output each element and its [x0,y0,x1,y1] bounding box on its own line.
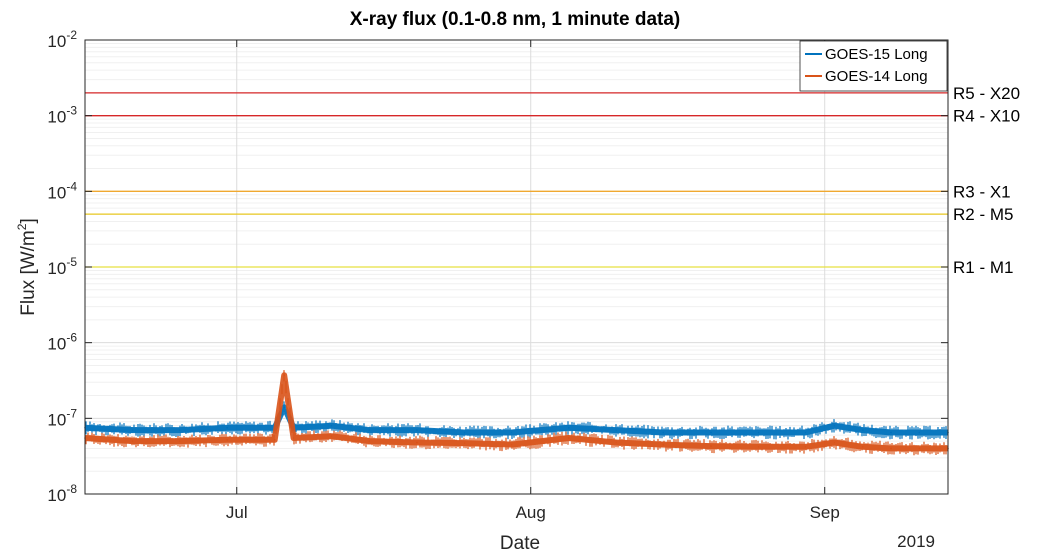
x-tick-label: Aug [516,503,546,522]
threshold-label: R5 - X20 [953,84,1020,103]
y-tick-label-exp: -3 [66,104,77,118]
series-point [283,406,286,409]
series-point [710,431,712,434]
threshold-label: R1 - M1 [953,258,1013,277]
y-tick-label-base: 10 [47,108,66,127]
series-point [890,447,892,450]
y-tick-label-base: 10 [47,183,66,202]
series-point [757,431,760,434]
legend-label: GOES-15 Long [825,46,928,63]
y-tick-label-exp: -8 [66,482,77,496]
y-tick-label: 10-6 [47,331,77,354]
y-axis-label-close: ] [18,218,39,223]
series-point [330,424,333,427]
series-point [710,445,712,447]
y-tick-label-base: 10 [47,486,66,505]
series-point [918,447,921,450]
y-axis-label-base: Flux [W/m [18,230,39,316]
y-tick-label-exp: -2 [66,28,77,42]
series-point [511,443,513,446]
series-point [861,429,864,431]
series-line [85,370,947,456]
series-point [226,439,229,441]
series-group [84,370,949,456]
series-point [330,435,333,438]
x-tick-label: Jul [226,503,248,522]
y-tick-label-base: 10 [47,32,66,51]
y-tick-label: 10-2 [47,28,77,51]
threshold-lines: R5 - X20 R4 - X10 R3 - X1 R2 - M5 R1 - M1 [85,84,1020,277]
series-point [273,439,276,441]
series-point [292,437,295,439]
y-tick-label: 10-4 [47,179,77,202]
y-tick-label: 10-5 [47,255,77,278]
series-point [662,443,665,446]
series-point [463,442,466,444]
series-point [416,441,418,444]
y-tick-label: 10-3 [47,104,77,127]
series-point [511,431,513,434]
threshold-label: R2 - M5 [953,205,1013,224]
y-axis-label: Flux [W/m2] [15,218,39,315]
y-tick-label-exp: -6 [66,331,77,345]
series-point [833,424,835,427]
legend-box [799,40,948,92]
y-axis-label-exp: 2 [15,223,29,230]
x-tick-label: Sep [810,503,840,522]
series-point [890,431,892,434]
series-point [179,429,181,431]
series-point [368,440,371,442]
legend-label: GOES-14 Long [825,68,928,85]
y-tick-label-exp: -5 [66,255,77,269]
series-point [567,427,570,429]
year-label: 2019 [897,532,935,551]
series-point [463,431,466,434]
y-axis: 10-810-710-610-510-410-310-2 [47,28,948,505]
series-point [918,431,921,434]
series-point [615,441,617,444]
series-point [833,441,835,444]
y-tick-label-base: 10 [47,259,66,278]
legend: GOES-15 Long GOES-14 Long [799,40,948,92]
series-point [757,446,760,448]
chart-title: X-ray flux (0.1-0.8 nm, 1 minute data) [350,9,680,30]
y-tick-label: 10-7 [47,406,77,429]
series-point [861,446,864,448]
series-point [662,431,665,434]
y-tick-label-base: 10 [47,335,66,354]
y-tick-label-base: 10 [47,410,66,429]
series-point [804,431,807,434]
series-point [226,427,229,429]
y-tick-label-exp: -4 [66,179,77,193]
series-point [567,437,570,439]
x-axis-label: Date [500,533,540,552]
series-point [179,440,181,442]
series-point [131,440,134,442]
threshold-label: R4 - X10 [953,107,1020,126]
series-point [131,429,134,431]
series-point [615,429,617,431]
y-tick-label: 10-8 [47,482,77,505]
series-point [368,429,371,431]
threshold-label: R3 - X1 [953,182,1011,201]
series-point [416,429,418,431]
series-point [804,446,807,448]
series-point [283,374,286,377]
y-tick-label-exp: -7 [66,406,77,420]
